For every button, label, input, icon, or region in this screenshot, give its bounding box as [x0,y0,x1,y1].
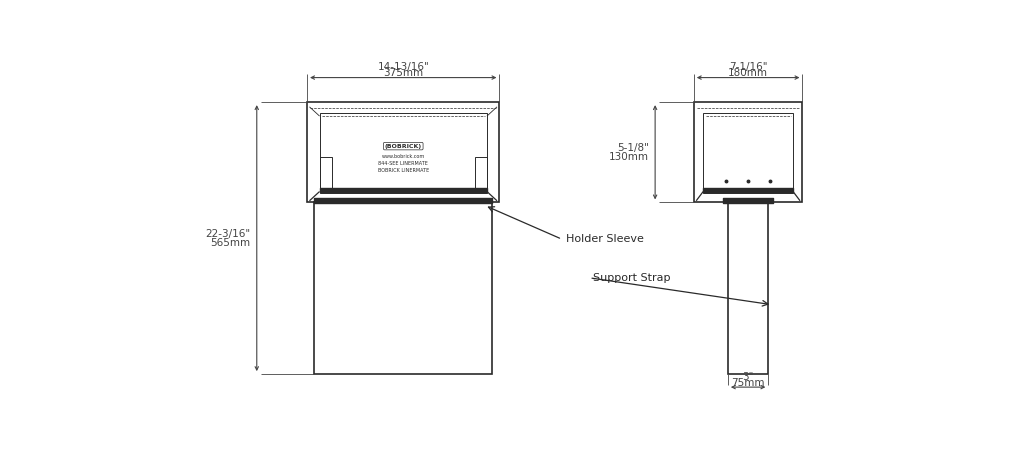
Bar [703,113,793,193]
Text: 130mm: 130mm [609,152,649,162]
Text: 14-13/16": 14-13/16" [377,62,429,72]
Text: Holder Sleeve: Holder Sleeve [566,234,644,244]
Text: 844-SEE LINERMATE: 844-SEE LINERMATE [378,161,428,166]
Text: Support Strap: Support Strap [593,273,670,283]
Text: BOBRICK LINERMATE: BOBRICK LINERMATE [377,168,428,173]
Text: 5-1/8": 5-1/8" [617,143,649,153]
Bar [308,102,499,202]
Text: 7-1/16": 7-1/16" [729,62,768,72]
Text: 22-3/16": 22-3/16" [205,228,250,238]
Text: 180mm: 180mm [728,69,768,79]
Bar [314,202,492,374]
Bar [728,202,769,374]
Bar [694,102,803,202]
Text: 375mm: 375mm [383,69,423,79]
Text: 3": 3" [742,372,753,382]
Bar [475,157,487,192]
Bar [320,113,487,193]
Bar [320,157,332,192]
Text: 75mm: 75mm [732,378,765,388]
Text: www.bobrick.com: www.bobrick.com [381,153,425,158]
Text: 565mm: 565mm [210,238,250,248]
Text: (BOBRICK): (BOBRICK) [384,143,422,148]
